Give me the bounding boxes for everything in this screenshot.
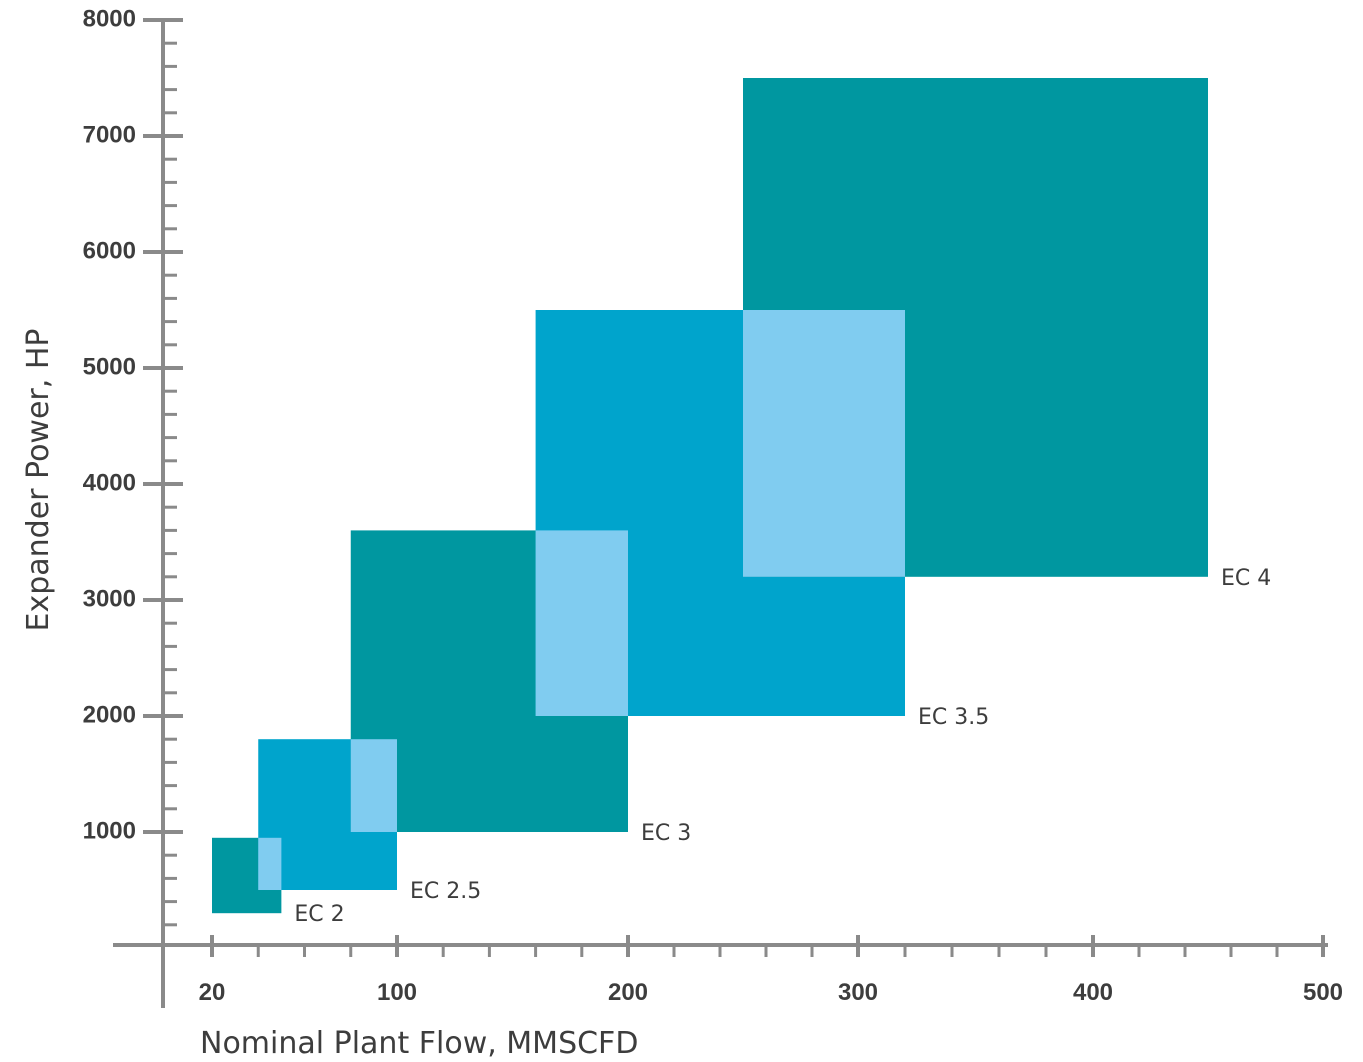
y-tick-label-7000: 7000 [83,121,136,148]
x-tick-label-300: 300 [838,979,878,1006]
overlap-rect-3 [535,530,628,716]
x-tick-label-200: 200 [608,979,648,1006]
overlap-rect-1 [258,837,282,890]
overlap-rect-2 [350,739,397,832]
series-label-ec-2-5: EC 2.5 [410,879,481,904]
x-axis-title: Nominal Plant Flow, MMSCFD [200,1026,638,1061]
series-label-ec-3-5: EC 3.5 [918,705,989,730]
x-tick-label-400: 400 [1073,979,1113,1006]
y-tick-label-6000: 6000 [83,237,136,264]
y-tick-label-8000: 8000 [83,5,136,32]
y-tick-label-2000: 2000 [83,701,136,728]
y-tick-label-3000: 3000 [83,585,136,612]
y-axis-title: Expander Power, HP [21,329,56,632]
overlap-rectangles [258,310,905,890]
series-label-ec-2: EC 2 [294,902,344,927]
y-tick-label-4000: 4000 [83,469,136,496]
axes: 1000 2000 3000 4000 5000 6000 7000 8000 20 100 200… [83,5,1343,1008]
x-tick-label-20: 20 [199,979,226,1006]
x-tick-label-100: 100 [377,979,417,1006]
series-label-ec-3: EC 3 [641,821,691,846]
series-labels: EC 2 EC 2.5 EC 3 EC 3.5 EC 4 [294,566,1271,927]
x-tick-label-500: 500 [1303,979,1343,1006]
overlap-rect-4 [743,310,905,577]
series-label-ec-4: EC 4 [1221,566,1271,591]
y-tick-label-5000: 5000 [83,353,136,380]
y-tick-label-1000: 1000 [83,817,136,844]
